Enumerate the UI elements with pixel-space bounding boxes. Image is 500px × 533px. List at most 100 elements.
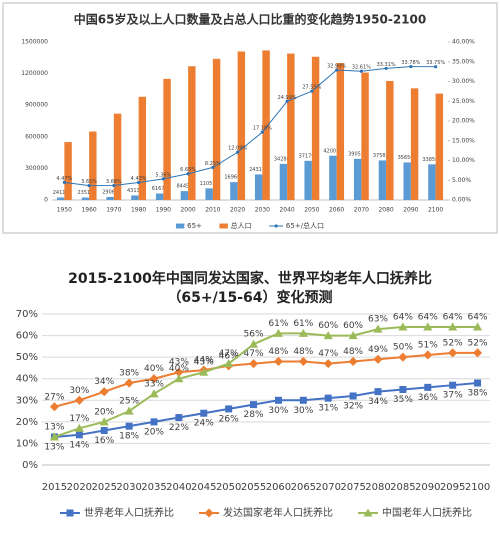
marker [74, 395, 84, 405]
x-tick-label: 2090 [415, 482, 440, 493]
x-tick-label: 2080 [365, 482, 390, 493]
data-label: 29064 [102, 189, 118, 195]
data-label: 33.78% [401, 60, 420, 66]
marker [124, 406, 134, 415]
bar [378, 160, 387, 200]
marker [274, 396, 282, 404]
y-tick-label: 50% [16, 352, 38, 363]
data-label: 43% [194, 358, 214, 368]
marker [423, 350, 433, 360]
marker [161, 177, 165, 181]
chart-frame [2, 2, 498, 234]
data-label: 34% [94, 377, 114, 387]
marker [236, 150, 240, 154]
legend-label: 总人口 [231, 221, 252, 230]
y2-tick-label: 20.00% [452, 118, 475, 125]
x-tick-label: 2040 [279, 207, 294, 214]
x-tick-label: 2025 [91, 482, 116, 493]
y2-tick-label: 25.00% [452, 98, 475, 105]
x-tick-label: 2070 [315, 482, 340, 493]
data-label: 13% [44, 422, 64, 432]
data-label: 16% [94, 436, 114, 446]
data-label: 50% [393, 343, 413, 353]
legend-marker [204, 508, 214, 518]
bar [353, 158, 362, 200]
data-label: 60% [343, 321, 363, 331]
marker [310, 89, 314, 93]
data-label: 27% [44, 392, 64, 402]
data-label: 26% [219, 414, 239, 424]
data-label: 48% [293, 347, 313, 357]
data-label: 33.31% [377, 62, 396, 68]
data-label: 6.65% [180, 167, 196, 173]
marker [249, 339, 259, 348]
marker [224, 359, 234, 368]
marker [448, 348, 458, 358]
marker [324, 394, 332, 402]
marker [434, 65, 438, 69]
y2-tick-label: 5.00% [452, 177, 471, 184]
marker [174, 367, 184, 377]
marker [99, 417, 109, 426]
data-label: 17% [69, 414, 89, 424]
y-tick-label: 60% [16, 331, 38, 342]
chart-title: 中国65岁及以上人口数量及占总人口比重的变化趋势1950-2100 [74, 12, 426, 27]
legend: 65+ 总人口 65+/总人口 [175, 221, 324, 230]
y2-tick-label: 15.00% [452, 137, 475, 144]
marker [384, 66, 388, 71]
bar [230, 182, 238, 200]
data-label: 64% [418, 312, 438, 322]
data-label: 22% [169, 423, 189, 433]
bar [361, 72, 369, 200]
x-tick-label: 2085 [390, 482, 415, 493]
data-label: 375889 [373, 153, 392, 159]
line [64, 66, 436, 187]
marker [273, 356, 283, 367]
data-label: 390527 [348, 151, 367, 157]
bar [428, 164, 436, 200]
marker [199, 367, 209, 376]
x-tick-label: 2050 [216, 482, 241, 493]
marker [373, 354, 383, 364]
bar [386, 80, 394, 200]
bar [212, 58, 221, 200]
marker [211, 165, 215, 170]
y-tick-label: 1500000 [21, 39, 48, 46]
marker [260, 130, 264, 134]
data-label: 36% [418, 393, 438, 403]
bar [56, 197, 65, 200]
x-tick-label: 2070 [354, 207, 369, 214]
marker [473, 348, 483, 358]
x-tick-label: 1980 [131, 207, 146, 214]
marker [348, 331, 358, 340]
marker [250, 401, 258, 409]
legend-marker [363, 508, 373, 517]
data-label: 8.25% [205, 161, 221, 167]
x-tick-label: 1970 [106, 207, 121, 214]
data-label: 32.61% [352, 65, 371, 71]
bar [237, 51, 246, 201]
x-tick-label: 2020 [230, 207, 245, 214]
data-label: 18% [119, 432, 139, 442]
marker [49, 402, 59, 412]
x-tick-label: 2010 [205, 207, 220, 214]
chart-2-plot: 0%10%20%30%40%50%60%70%2015 2020 2025 2030 2… [16, 309, 491, 519]
bar [180, 191, 189, 200]
data-label: 33% [144, 379, 164, 389]
data-label: 20% [144, 427, 164, 437]
legend-swatch [219, 223, 228, 229]
marker [323, 359, 333, 369]
data-label: 51% [418, 340, 438, 350]
data-label: 33.75% [426, 60, 445, 66]
data-label: 44% [194, 356, 214, 366]
bar [89, 131, 97, 200]
bar [163, 78, 171, 200]
marker [448, 322, 458, 331]
bar [304, 160, 312, 200]
data-label: 3.66% [106, 179, 122, 185]
marker [285, 99, 289, 103]
y-tick-label: 20% [16, 417, 38, 428]
data-label: 110576 [200, 181, 219, 187]
marker [409, 64, 413, 69]
